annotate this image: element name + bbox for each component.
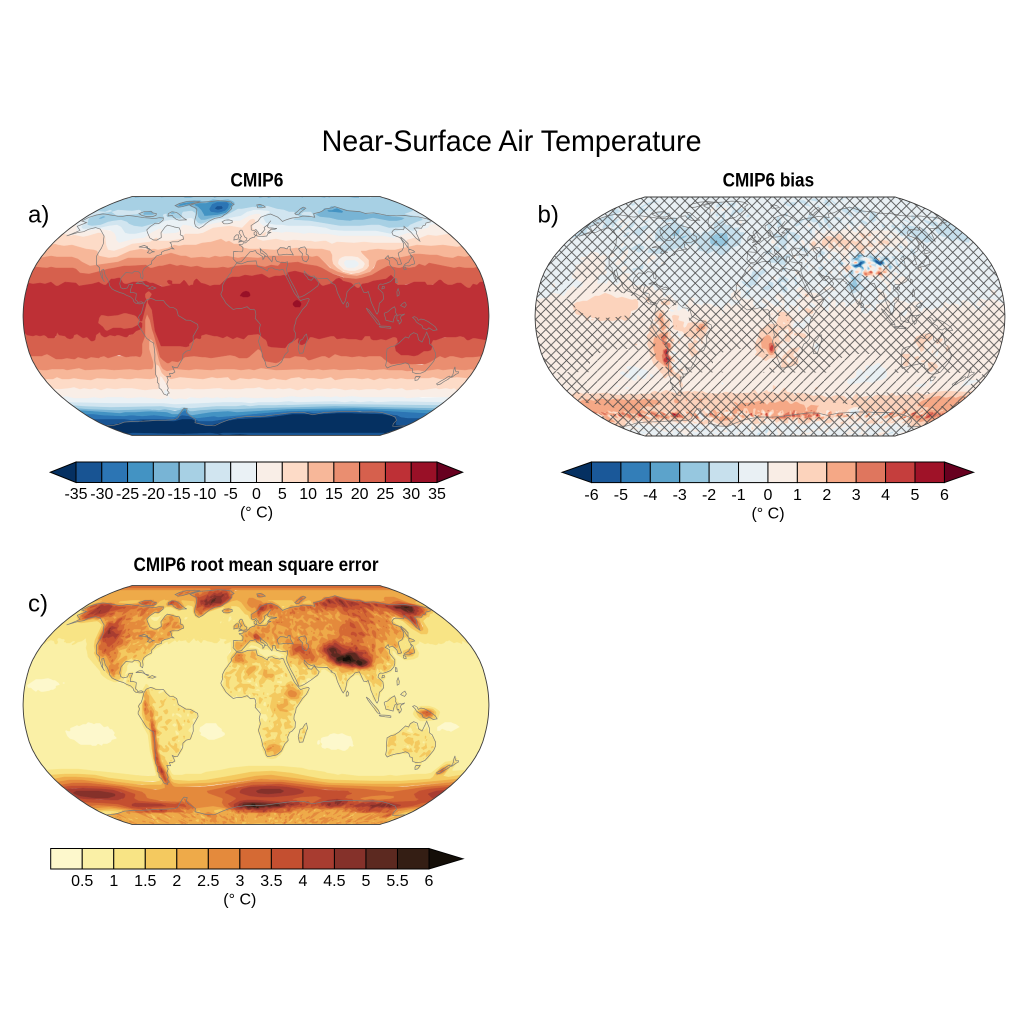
svg-text:CMIP6 root mean square error: CMIP6 root mean square error <box>134 555 380 576</box>
svg-text:-25: -25 <box>116 486 139 503</box>
svg-text:-35: -35 <box>64 486 87 503</box>
svg-text:a): a) <box>28 201 49 228</box>
svg-text:0: 0 <box>764 487 773 504</box>
svg-text:5: 5 <box>278 486 287 503</box>
svg-text:0: 0 <box>252 486 261 503</box>
svg-text:4.5: 4.5 <box>323 873 345 890</box>
svg-text:1.5: 1.5 <box>134 873 156 890</box>
svg-text:(° C): (° C) <box>751 505 784 522</box>
svg-text:CMIP6 bias: CMIP6 bias <box>723 171 815 192</box>
svg-text:Near-Surface Air Temperature: Near-Surface Air Temperature <box>322 125 702 158</box>
svg-text:(° C): (° C) <box>223 892 256 909</box>
svg-text:2.5: 2.5 <box>197 873 219 890</box>
svg-text:-5: -5 <box>224 486 238 503</box>
svg-text:-5: -5 <box>614 487 628 504</box>
svg-text:6: 6 <box>425 873 434 890</box>
svg-text:1: 1 <box>793 487 802 504</box>
svg-text:20: 20 <box>351 486 369 503</box>
svg-text:30: 30 <box>402 486 420 503</box>
svg-text:-6: -6 <box>584 487 598 504</box>
svg-text:5: 5 <box>911 487 920 504</box>
svg-text:CMIP6: CMIP6 <box>230 171 283 192</box>
svg-text:35: 35 <box>428 486 446 503</box>
svg-text:3: 3 <box>235 873 244 890</box>
svg-text:-3: -3 <box>673 487 687 504</box>
svg-text:b): b) <box>538 201 559 228</box>
svg-text:-4: -4 <box>643 487 657 504</box>
svg-text:-30: -30 <box>90 486 113 503</box>
svg-text:5: 5 <box>361 873 370 890</box>
svg-text:-10: -10 <box>193 486 216 503</box>
svg-text:25: 25 <box>377 486 395 503</box>
svg-text:4: 4 <box>298 873 307 890</box>
svg-text:c): c) <box>28 591 48 618</box>
svg-text:0.5: 0.5 <box>71 873 93 890</box>
svg-text:2: 2 <box>172 873 181 890</box>
svg-text:2: 2 <box>822 487 831 504</box>
svg-text:5.5: 5.5 <box>386 873 408 890</box>
svg-text:6: 6 <box>940 487 949 504</box>
svg-text:3: 3 <box>852 487 861 504</box>
svg-text:-15: -15 <box>168 486 191 503</box>
svg-text:15: 15 <box>325 486 343 503</box>
svg-text:-20: -20 <box>142 486 165 503</box>
svg-text:1: 1 <box>109 873 118 890</box>
svg-text:3.5: 3.5 <box>260 873 282 890</box>
svg-text:4: 4 <box>881 487 890 504</box>
svg-text:10: 10 <box>299 486 317 503</box>
svg-text:-1: -1 <box>731 487 745 504</box>
svg-text:-2: -2 <box>702 487 716 504</box>
svg-text:(° C): (° C) <box>240 505 273 522</box>
